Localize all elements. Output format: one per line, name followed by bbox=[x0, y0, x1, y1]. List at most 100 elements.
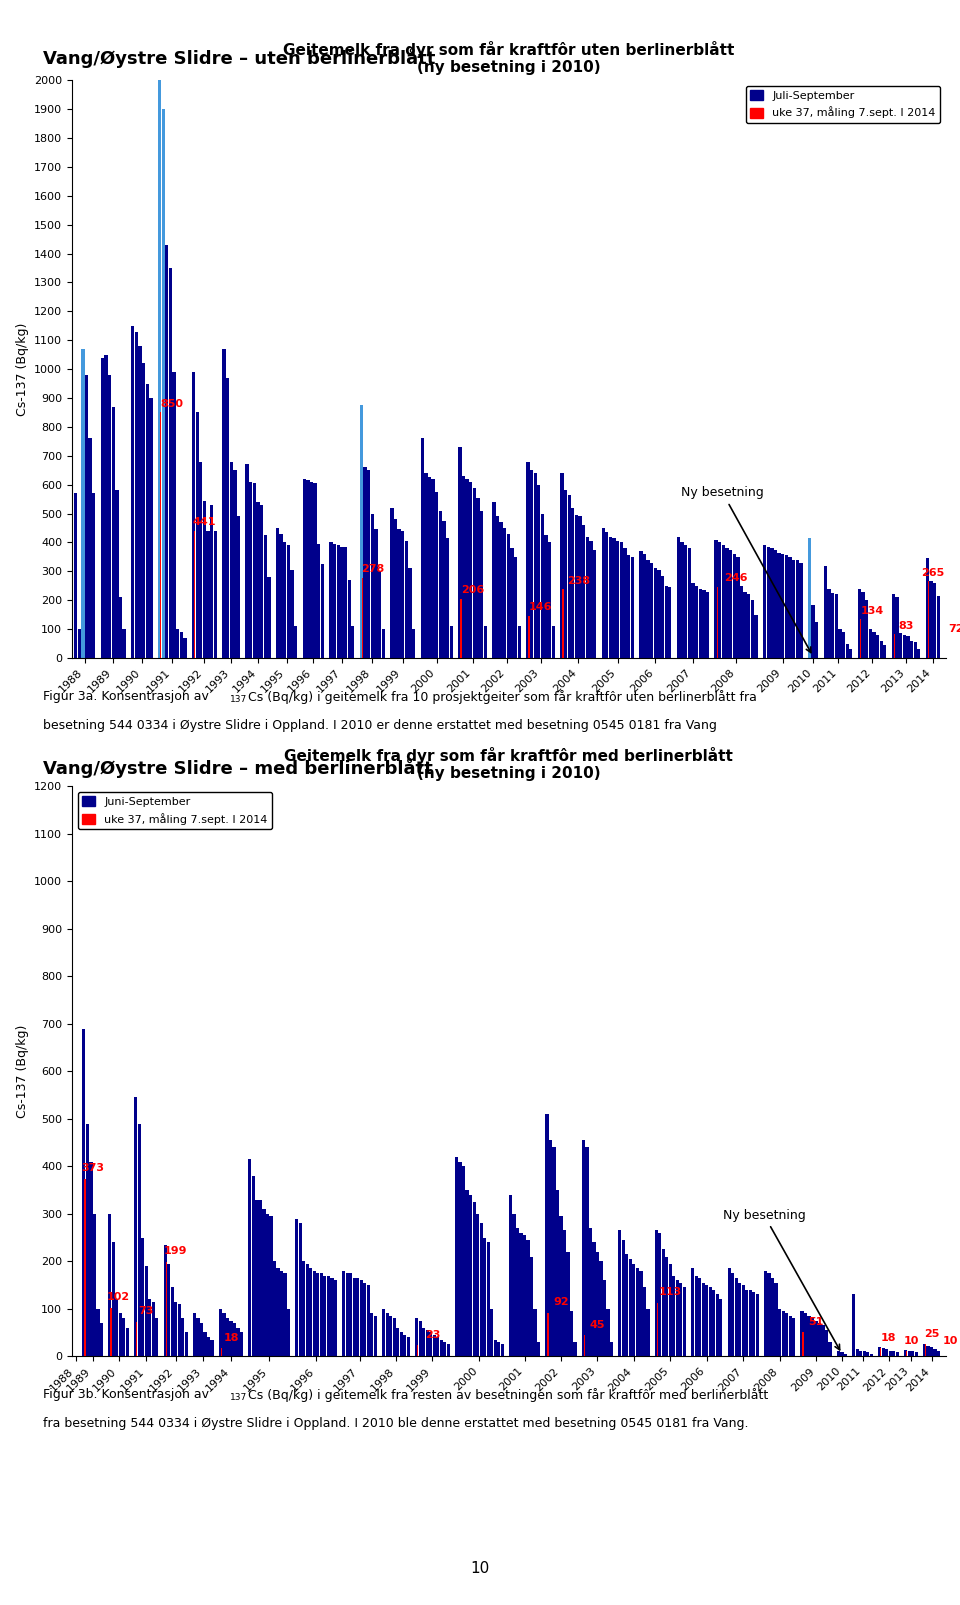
Bar bbox=[664, 586, 668, 658]
Bar bbox=[84, 1180, 85, 1356]
Text: Ny besetning: Ny besetning bbox=[682, 486, 811, 653]
Bar bbox=[89, 1162, 92, 1356]
Bar bbox=[223, 348, 226, 658]
Text: Cs (Bq/kg) i geitemelk fra resten av besetningen som får kraftfôr med berlinerbl: Cs (Bq/kg) i geitemelk fra resten av bes… bbox=[248, 1388, 768, 1403]
Bar bbox=[92, 493, 95, 658]
Bar bbox=[266, 1213, 269, 1356]
Bar bbox=[738, 1282, 741, 1356]
Bar bbox=[287, 546, 290, 658]
Bar bbox=[420, 438, 424, 658]
Bar bbox=[374, 530, 377, 658]
Bar bbox=[310, 482, 313, 658]
Bar bbox=[393, 1318, 396, 1356]
Bar bbox=[415, 1318, 419, 1356]
Bar bbox=[469, 482, 472, 658]
Bar bbox=[197, 1318, 200, 1356]
Bar bbox=[429, 1332, 432, 1356]
Bar bbox=[362, 578, 363, 658]
Text: 113: 113 bbox=[659, 1287, 682, 1297]
Bar bbox=[586, 1148, 588, 1356]
Bar bbox=[517, 626, 521, 658]
Bar bbox=[695, 586, 698, 658]
Bar bbox=[889, 1350, 892, 1356]
Bar bbox=[480, 1223, 483, 1356]
Bar bbox=[490, 1308, 493, 1356]
Bar bbox=[937, 595, 940, 658]
Bar bbox=[528, 616, 530, 658]
Bar bbox=[425, 1331, 429, 1356]
Bar bbox=[665, 1257, 668, 1356]
Bar bbox=[200, 1323, 204, 1356]
Bar bbox=[616, 541, 619, 658]
Bar bbox=[633, 1263, 636, 1356]
Bar bbox=[767, 547, 770, 658]
Bar bbox=[273, 1262, 276, 1356]
Bar bbox=[612, 538, 615, 658]
Bar bbox=[609, 536, 612, 658]
Bar bbox=[570, 1311, 573, 1356]
Bar bbox=[386, 1313, 389, 1356]
Text: 45: 45 bbox=[589, 1319, 605, 1329]
Bar bbox=[855, 1350, 859, 1356]
Bar bbox=[926, 1345, 929, 1356]
Bar bbox=[458, 448, 462, 658]
Bar bbox=[419, 1321, 421, 1356]
Bar bbox=[439, 510, 442, 658]
Bar bbox=[552, 626, 555, 658]
Bar bbox=[324, 1276, 326, 1356]
Bar bbox=[643, 1287, 646, 1356]
Bar bbox=[775, 1282, 778, 1356]
Bar bbox=[333, 544, 336, 658]
Bar bbox=[499, 522, 503, 658]
Bar bbox=[928, 581, 929, 658]
Text: 73: 73 bbox=[138, 1306, 154, 1316]
Bar bbox=[915, 1353, 918, 1356]
Bar bbox=[424, 473, 427, 658]
Bar bbox=[138, 347, 142, 658]
Bar bbox=[163, 1244, 167, 1356]
Bar bbox=[687, 549, 691, 658]
Bar bbox=[469, 1194, 472, 1356]
Bar bbox=[722, 546, 725, 658]
Bar bbox=[840, 1353, 844, 1356]
Bar bbox=[706, 592, 709, 658]
Bar bbox=[149, 398, 153, 658]
Bar bbox=[838, 629, 842, 658]
Bar bbox=[119, 1313, 122, 1356]
Bar bbox=[321, 565, 324, 658]
Bar bbox=[100, 1323, 103, 1356]
Bar bbox=[342, 1271, 346, 1356]
Text: 238: 238 bbox=[566, 576, 589, 586]
Bar bbox=[699, 589, 702, 658]
Bar bbox=[828, 1342, 831, 1356]
Bar bbox=[459, 1162, 462, 1356]
Bar bbox=[440, 1340, 443, 1356]
Bar bbox=[728, 1268, 731, 1356]
Bar bbox=[373, 1316, 377, 1356]
Bar bbox=[672, 1276, 676, 1356]
Bar bbox=[167, 1263, 170, 1356]
Bar bbox=[367, 470, 371, 658]
Bar bbox=[530, 1257, 533, 1356]
Bar bbox=[698, 1278, 702, 1356]
Y-axis label: Cs-137 (Bq/kg): Cs-137 (Bq/kg) bbox=[15, 323, 29, 416]
Bar bbox=[497, 1342, 500, 1356]
Bar bbox=[573, 1342, 577, 1356]
Bar bbox=[584, 1335, 586, 1356]
Bar bbox=[436, 1337, 440, 1356]
Bar bbox=[96, 1308, 100, 1356]
Bar bbox=[803, 1332, 804, 1356]
Bar bbox=[610, 1342, 613, 1356]
Bar bbox=[472, 488, 476, 658]
Bar bbox=[184, 1332, 188, 1356]
Bar bbox=[122, 1318, 126, 1356]
Bar bbox=[702, 591, 706, 658]
Bar bbox=[446, 538, 449, 658]
Bar bbox=[126, 1327, 129, 1356]
Bar bbox=[639, 551, 642, 658]
Bar bbox=[676, 1281, 679, 1356]
Bar bbox=[484, 626, 487, 658]
Bar bbox=[279, 1271, 283, 1356]
Text: 18: 18 bbox=[224, 1332, 239, 1342]
Bar bbox=[405, 541, 408, 658]
